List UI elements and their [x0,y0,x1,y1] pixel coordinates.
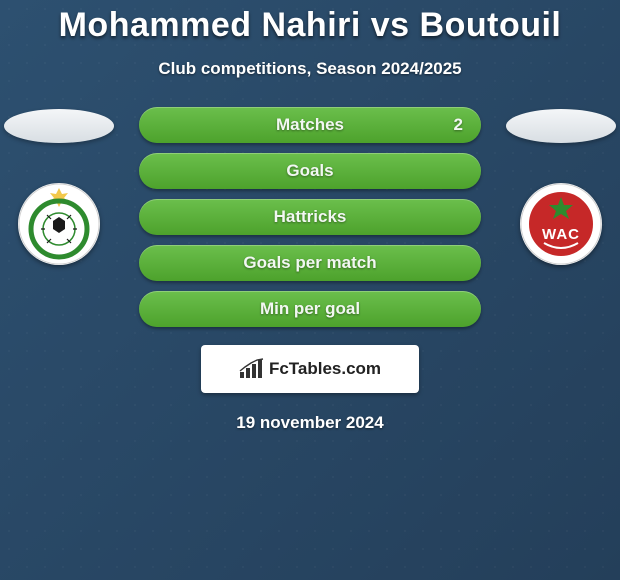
stat-rows: Matches 2 Goals Hattricks Goals per matc… [139,107,481,327]
raja-crest-icon [18,183,100,265]
svg-text:WAC: WAC [542,226,580,243]
club-left [4,109,114,265]
page-subtitle: Club competitions, Season 2024/2025 [0,59,620,79]
comparison-section: WAC Matches 2 Goals Hattricks Goals per … [0,107,620,327]
stat-row-goals-per-match: Goals per match [139,245,481,281]
club-right: WAC [506,109,616,265]
stat-row-min-per-goal: Min per goal [139,291,481,327]
stat-label: Min per goal [260,299,360,319]
player-photo-placeholder-right [506,109,616,143]
branding-text: FcTables.com [269,359,381,379]
bar-chart-icon [239,358,265,380]
stat-label: Hattricks [274,207,347,227]
stat-label: Goals [286,161,333,181]
page-title: Mohammed Nahiri vs Boutouil [0,6,620,45]
stat-value: 2 [454,115,463,135]
stat-label: Matches [276,115,344,135]
stat-row-goals: Goals [139,153,481,189]
club-crest-right: WAC [520,183,602,265]
stat-row-hattricks: Hattricks [139,199,481,235]
wydad-crest-icon: WAC [520,183,602,265]
footer-date: 19 november 2024 [0,413,620,433]
stat-row-matches: Matches 2 [139,107,481,143]
club-crest-left [18,183,100,265]
player-photo-placeholder-left [4,109,114,143]
branding-box[interactable]: FcTables.com [201,345,419,393]
infographic-root: Mohammed Nahiri vs Boutouil Club competi… [0,0,620,433]
stat-label: Goals per match [243,253,376,273]
